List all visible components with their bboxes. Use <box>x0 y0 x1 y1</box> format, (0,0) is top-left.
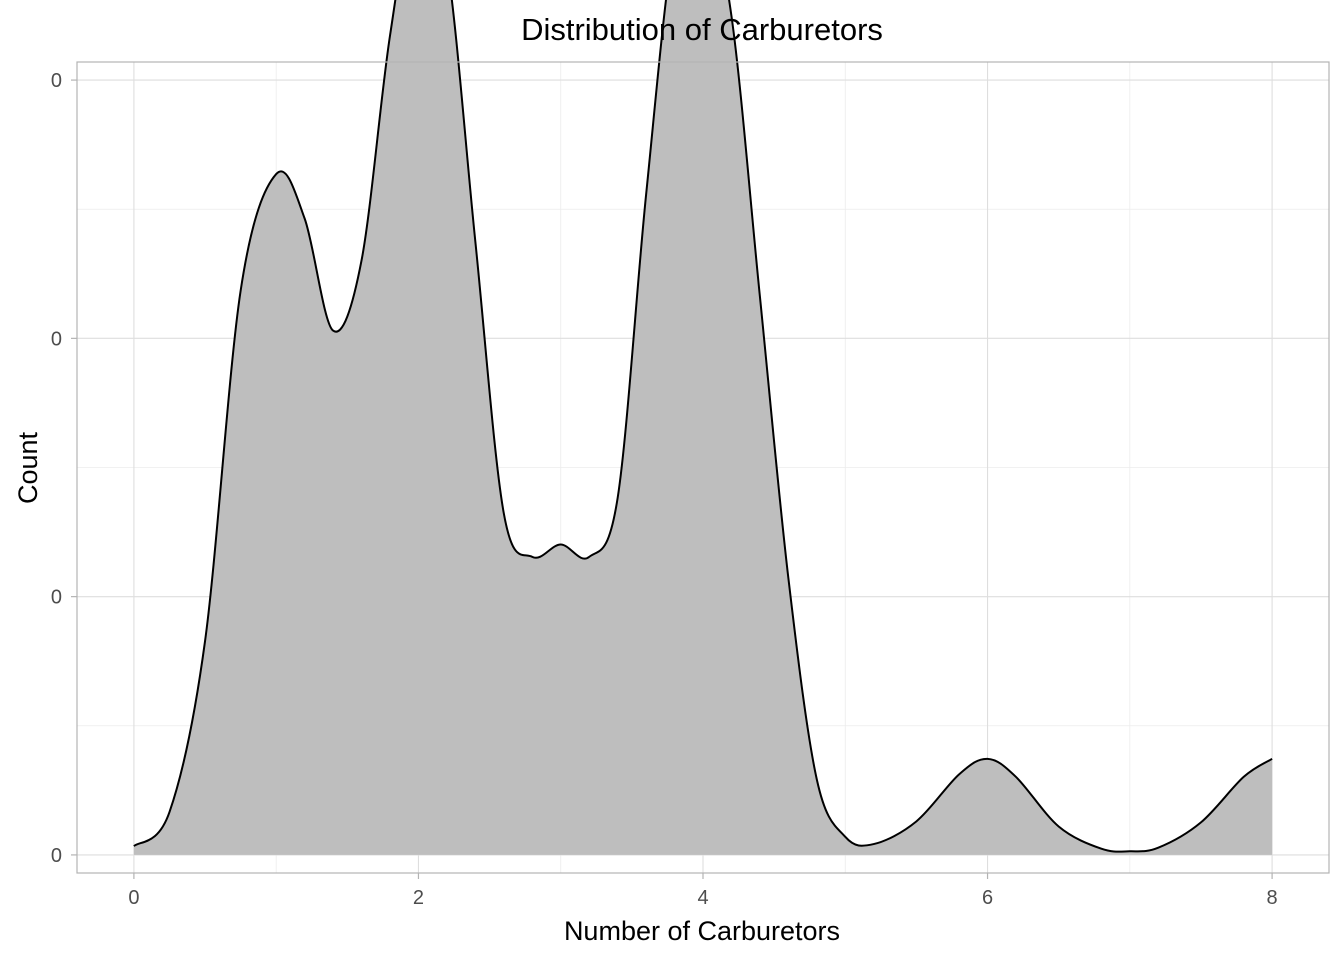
y-axis-tick-labels: 0 0 0 0 <box>51 70 62 867</box>
density-line <box>133 0 1273 853</box>
x-tick-label: 2 <box>413 887 424 909</box>
y-tick-label: 0 <box>51 587 62 609</box>
y-tick-label: 0 <box>51 328 62 350</box>
x-tick-label: 8 <box>1267 887 1278 909</box>
density-area <box>133 0 1273 855</box>
x-axis-title: Number of Carburetors <box>564 916 840 946</box>
chart-title: Distribution of Carburetors <box>521 12 883 47</box>
y-tick-label: 0 <box>51 845 62 867</box>
x-axis-tick-labels: 0 2 4 6 8 <box>128 887 1277 909</box>
axis-ticks <box>71 79 1273 879</box>
x-tick-label: 4 <box>697 887 708 909</box>
density-fill <box>133 0 1273 855</box>
x-tick-label: 6 <box>982 887 993 909</box>
y-tick-label: 0 <box>51 70 62 92</box>
x-tick-label: 0 <box>128 887 139 909</box>
y-axis-title: Count <box>13 431 43 504</box>
